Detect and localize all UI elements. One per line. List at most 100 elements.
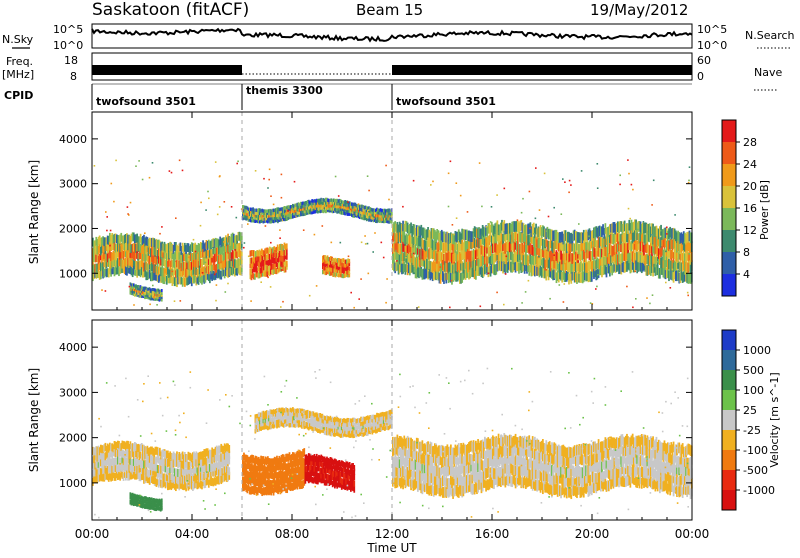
power-colorbar-block bbox=[722, 142, 736, 165]
data-cell bbox=[687, 292, 689, 294]
data-cell bbox=[563, 301, 565, 303]
data-cell bbox=[643, 221, 645, 223]
data-cell bbox=[236, 217, 238, 219]
data-cell bbox=[358, 203, 360, 205]
data-cell bbox=[504, 188, 506, 190]
data-cell bbox=[529, 191, 531, 193]
data-cell bbox=[236, 163, 238, 165]
data-cell bbox=[161, 499, 163, 502]
data-cell bbox=[161, 226, 163, 228]
data-cell bbox=[172, 271, 174, 273]
data-cell bbox=[368, 209, 370, 211]
data-cell bbox=[314, 234, 316, 236]
data-cell bbox=[392, 247, 394, 249]
data-cell bbox=[564, 283, 566, 285]
power-colorbar-block bbox=[722, 252, 736, 275]
cpid-label: CPID bbox=[4, 89, 33, 102]
data-cell bbox=[670, 287, 672, 289]
data-cell bbox=[687, 295, 689, 297]
data-cell bbox=[161, 501, 163, 504]
power-colorbar-tick: 28 bbox=[743, 136, 757, 149]
power-ytick: 3000 bbox=[59, 178, 87, 191]
data-cell bbox=[106, 230, 108, 232]
data-cell bbox=[629, 218, 631, 220]
data-cell bbox=[129, 286, 131, 288]
data-cell bbox=[381, 242, 383, 244]
data-cell bbox=[171, 172, 173, 174]
noise-tick-right-top: 10^5 bbox=[697, 23, 727, 36]
data-cell bbox=[287, 218, 289, 220]
data-cell bbox=[279, 237, 281, 239]
data-cell bbox=[205, 209, 207, 211]
data-cell bbox=[413, 273, 415, 275]
data-cell bbox=[633, 242, 635, 244]
power-colorbar-tick: 12 bbox=[743, 224, 757, 237]
data-cell bbox=[626, 286, 628, 288]
data-cell bbox=[105, 211, 107, 213]
data-cell bbox=[219, 206, 221, 208]
data-cell bbox=[217, 214, 219, 216]
data-cell bbox=[689, 166, 691, 168]
data-cell bbox=[109, 245, 111, 247]
data-cell bbox=[653, 180, 655, 182]
station-title: Saskatoon (fitACF) bbox=[92, 0, 249, 20]
data-cell bbox=[385, 165, 387, 167]
data-cell bbox=[619, 175, 621, 177]
data-cell bbox=[215, 161, 217, 163]
data-cell bbox=[505, 273, 507, 275]
data-cell bbox=[127, 206, 129, 208]
data-cell bbox=[200, 202, 202, 204]
data-cell bbox=[388, 199, 390, 201]
power-ytick: 2000 bbox=[59, 222, 87, 235]
data-cell bbox=[94, 165, 96, 167]
data-cell bbox=[652, 294, 654, 296]
data-cell bbox=[348, 207, 350, 209]
data-cell bbox=[649, 303, 651, 305]
data-cell bbox=[578, 223, 580, 225]
cpid-segment-1: twofsound 3501 bbox=[96, 95, 196, 108]
data-cell bbox=[340, 242, 342, 244]
data-cell bbox=[268, 179, 270, 181]
data-cell bbox=[227, 283, 229, 285]
data-cell bbox=[269, 169, 271, 171]
data-cell bbox=[548, 216, 550, 218]
data-cell bbox=[533, 233, 535, 235]
data-cell bbox=[591, 245, 593, 247]
data-cell bbox=[274, 250, 276, 252]
data-cell bbox=[175, 261, 177, 263]
beam-title: Beam 15 bbox=[356, 1, 423, 19]
data-cell bbox=[243, 247, 245, 249]
data-cell bbox=[619, 184, 621, 186]
data-cell bbox=[628, 173, 630, 175]
data-cell bbox=[149, 177, 151, 179]
data-cell bbox=[632, 189, 634, 191]
data-cell bbox=[456, 182, 458, 184]
data-cell bbox=[535, 167, 537, 169]
data-cell bbox=[368, 273, 370, 275]
data-cell bbox=[460, 195, 462, 197]
data-cell bbox=[477, 257, 479, 259]
data-cell bbox=[632, 307, 634, 309]
data-cell bbox=[528, 260, 530, 262]
data-cell bbox=[231, 206, 233, 208]
data-cell bbox=[331, 242, 333, 244]
data-cell bbox=[537, 238, 539, 240]
data-cell bbox=[688, 253, 690, 255]
data-cell bbox=[491, 206, 493, 208]
data-cell bbox=[577, 259, 579, 261]
data-cell bbox=[635, 298, 637, 300]
data-cell bbox=[174, 300, 176, 302]
data-cell bbox=[628, 208, 630, 210]
data-cell bbox=[562, 178, 564, 180]
data-cell bbox=[202, 272, 204, 274]
data-cell bbox=[385, 302, 387, 304]
noise-left-label: N.Sky bbox=[2, 33, 34, 46]
data-cell bbox=[610, 233, 612, 235]
data-cell bbox=[144, 232, 146, 234]
data-cell bbox=[434, 242, 436, 244]
freq-left-label-2: [MHz] bbox=[2, 68, 34, 81]
noise-tick-left-top: 10^5 bbox=[53, 23, 83, 36]
data-cell bbox=[467, 211, 469, 213]
